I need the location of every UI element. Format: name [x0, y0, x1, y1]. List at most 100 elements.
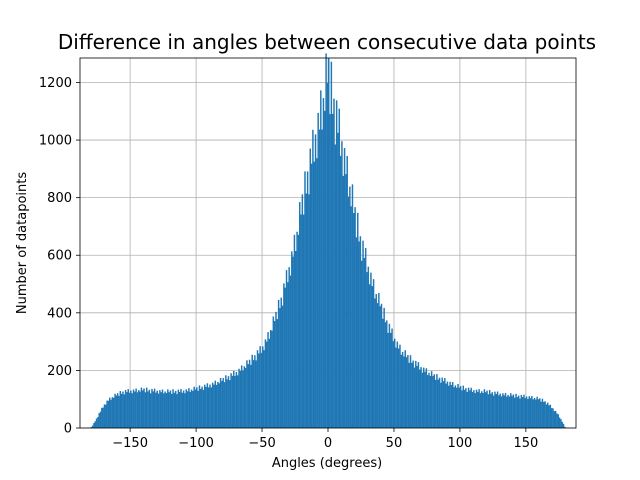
histogram-bar: [372, 279, 375, 428]
histogram-bar: [301, 194, 304, 428]
histogram-bar: [405, 357, 408, 428]
histogram-bar: [519, 398, 521, 428]
histogram-bar: [226, 379, 228, 428]
histogram-bar: [510, 393, 512, 428]
histogram-bar: [342, 175, 344, 428]
histogram-bar: [314, 134, 317, 428]
histogram-bar: [430, 371, 433, 428]
histogram-bar: [521, 397, 524, 428]
histogram-bar: [380, 303, 383, 428]
histogram-bar: [289, 275, 292, 428]
histogram-bar: [558, 417, 561, 428]
histogram-bar: [488, 390, 491, 428]
histogram-bar: [520, 394, 523, 428]
histogram-bar: [176, 394, 178, 428]
histogram-bar: [204, 384, 206, 428]
histogram-bar: [324, 110, 326, 429]
histogram-bar: [350, 206, 352, 428]
histogram-bar: [132, 389, 135, 428]
histogram-bar: [136, 392, 139, 428]
histogram-bar: [403, 356, 405, 428]
histogram-bar: [297, 234, 300, 428]
histogram-bar: [168, 392, 170, 428]
histogram-bar: [320, 90, 322, 428]
histogram-bar: [388, 323, 391, 428]
histogram-bar: [130, 390, 132, 428]
histogram-bar: [442, 381, 445, 428]
histogram-bar: [533, 397, 536, 428]
histogram-bar: [202, 389, 205, 428]
histogram-bar: [292, 256, 294, 428]
histogram-bar: [338, 108, 341, 429]
histogram-bar: [411, 362, 413, 428]
histogram-bar: [491, 392, 494, 428]
histogram-bar: [459, 386, 462, 428]
histogram-bar: [541, 398, 544, 428]
histogram-bar: [310, 163, 313, 429]
histogram-bar: [523, 394, 525, 428]
histogram-bar: [354, 207, 356, 428]
histogram-bar: [341, 141, 343, 428]
histogram-bar: [455, 387, 458, 428]
histogram-bar: [144, 392, 147, 428]
histogram-bar: [515, 393, 517, 428]
histogram-bar: [477, 391, 479, 428]
histogram-bar: [463, 389, 466, 428]
histogram-bar: [90, 427, 93, 428]
histogram-bar: [399, 344, 401, 428]
histogram-bar: [172, 389, 174, 428]
histogram-bar: [296, 231, 298, 428]
histogram-bar: [420, 367, 422, 428]
histogram-bar: [186, 391, 189, 428]
histogram-bar: [434, 379, 437, 428]
histogram-bar: [215, 384, 218, 428]
histogram-bar: [94, 421, 96, 428]
histogram-bar: [260, 352, 263, 428]
histogram-bar: [102, 407, 104, 428]
histogram-bar: [180, 388, 182, 428]
histogram-bar: [218, 383, 220, 428]
histogram-bar: [450, 384, 453, 428]
histogram-bar: [188, 388, 190, 428]
histogram-bar: [496, 391, 499, 428]
histogram-bar: [259, 346, 261, 428]
histogram-bar: [120, 393, 123, 428]
x-tick-label: 150: [513, 436, 538, 451]
histogram-bar: [247, 364, 250, 428]
histogram-bar: [445, 383, 447, 428]
histogram-bar: [230, 373, 232, 428]
histogram-bar: [244, 367, 247, 428]
histogram-bar: [161, 389, 164, 428]
histogram-bar: [101, 407, 103, 428]
histogram-bar: [205, 386, 207, 428]
histogram-bar: [532, 399, 534, 428]
histogram-bar: [231, 375, 234, 428]
histogram-bar: [119, 391, 122, 428]
histogram-bar: [334, 144, 337, 428]
histogram-bar: [339, 155, 342, 428]
histogram-bar: [504, 392, 507, 428]
histogram-bar: [419, 369, 421, 428]
histogram-bar: [424, 371, 426, 428]
histogram-bar: [483, 389, 486, 428]
histogram-bar: [474, 393, 476, 428]
histogram-bar: [196, 387, 198, 428]
histogram-bar: [312, 129, 314, 428]
histogram-bar: [560, 419, 562, 428]
histogram-bar: [145, 387, 148, 428]
histogram-bar: [512, 394, 515, 428]
histogram-bar: [422, 367, 425, 428]
histogram-bar: [99, 411, 102, 428]
histogram-bar: [537, 399, 540, 428]
histogram-bar: [140, 387, 143, 428]
histogram-bar: [498, 395, 500, 428]
x-axis-label: Angles (degrees): [272, 456, 382, 471]
histogram-bar: [322, 98, 325, 428]
histogram-bar: [351, 184, 354, 428]
histogram-bar: [441, 377, 443, 428]
histogram-bar: [157, 393, 160, 428]
histogram-bar: [345, 174, 347, 428]
histogram-bar: [268, 338, 271, 428]
histogram-bar: [107, 400, 110, 428]
histogram-bar: [293, 234, 296, 428]
